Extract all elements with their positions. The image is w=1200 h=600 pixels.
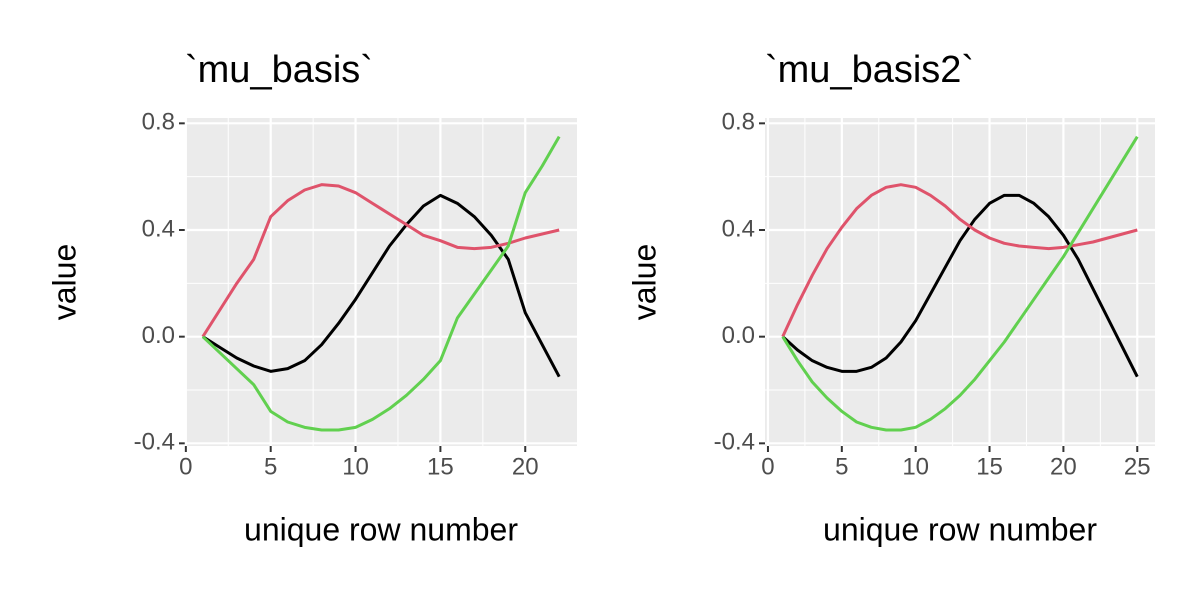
- x-tick-label: 25: [1124, 453, 1151, 480]
- series-line: [201, 183, 560, 338]
- y-tick-label: -0.4: [714, 429, 755, 456]
- y-axis-title: value: [626, 244, 662, 321]
- series-line: [781, 193, 1139, 378]
- x-axis-title: unique row number: [823, 511, 1097, 547]
- series-line: [781, 183, 1138, 338]
- y-tick-label: -0.4: [134, 429, 175, 456]
- y-axis-title: value: [46, 244, 82, 321]
- series-line: [201, 135, 561, 432]
- y-tick-label: 0.0: [142, 322, 175, 349]
- chart-title: `mu_basis2`: [765, 49, 974, 91]
- x-tick-label: 5: [264, 453, 277, 480]
- series-line: [781, 135, 1139, 432]
- x-tick-label: 15: [976, 453, 1003, 480]
- y-tick-label: 0.8: [722, 109, 755, 136]
- chart-title: `mu_basis`: [185, 49, 373, 91]
- y-tick-label: 0.8: [142, 109, 175, 136]
- x-tick-label: 10: [342, 453, 369, 480]
- y-tick-label: 0.4: [142, 215, 175, 242]
- series-line: [202, 193, 561, 378]
- x-tick-label: 5: [835, 453, 848, 480]
- x-tick-label: 0: [761, 453, 774, 480]
- x-axis-title: unique row number: [244, 511, 518, 547]
- y-tick-label: 0.0: [722, 322, 755, 349]
- panel-background: [185, 118, 577, 446]
- y-tick-label: 0.4: [722, 215, 755, 242]
- x-tick-label: 20: [1050, 453, 1077, 480]
- x-tick-label: 10: [902, 453, 929, 480]
- x-tick-label: 0: [179, 453, 192, 480]
- x-tick-label: 20: [512, 453, 539, 480]
- x-tick-label: 15: [427, 453, 454, 480]
